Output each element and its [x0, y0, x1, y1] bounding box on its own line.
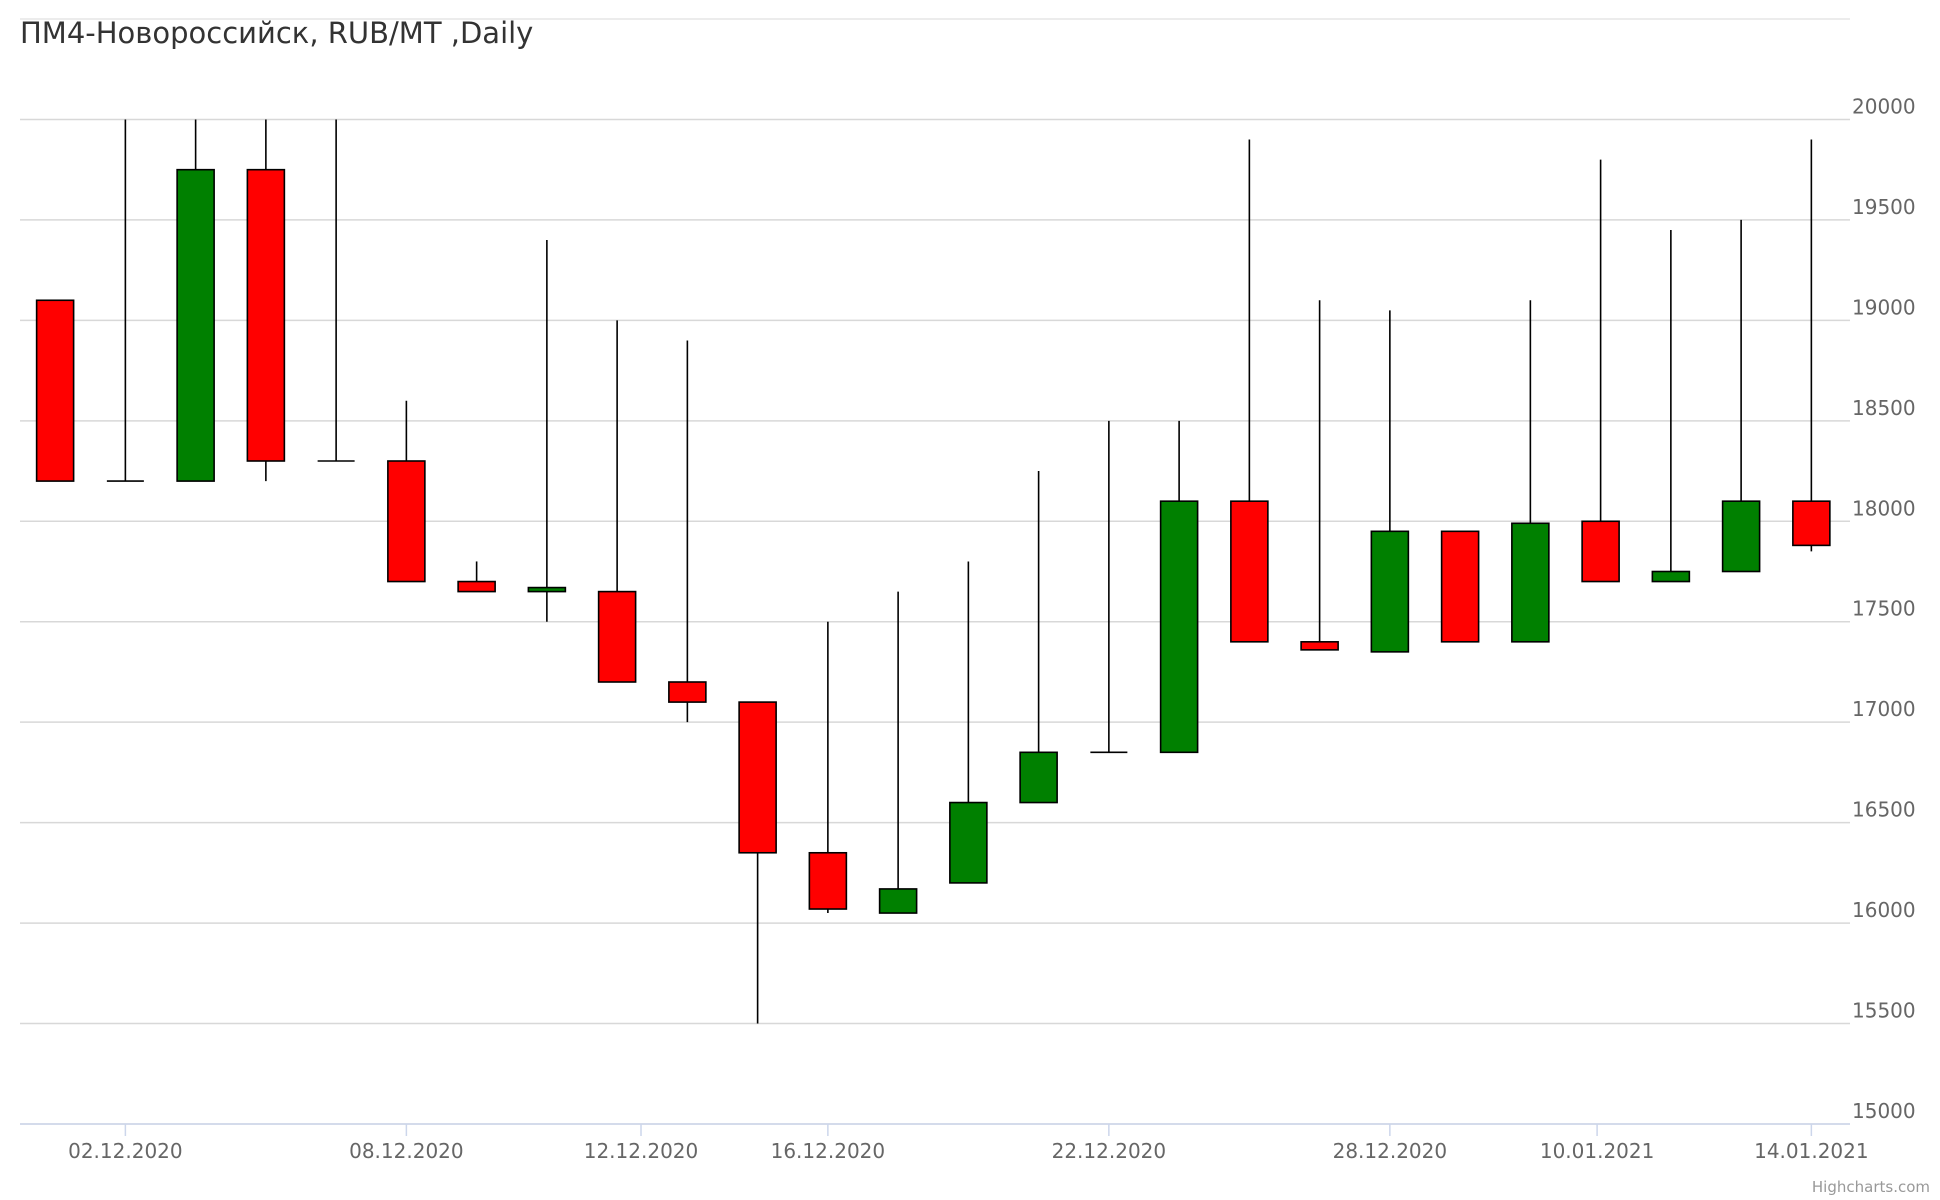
- candle-body: [387, 460, 426, 583]
- chart-title: ПМ4-Новороссийск, RUB/MT ,Daily: [20, 16, 533, 50]
- candle-body: [1792, 500, 1831, 547]
- y-tick-label: 15000: [1852, 1099, 1916, 1123]
- x-tick-label: 02.12.2020: [68, 1139, 183, 1163]
- candle-body: [35, 299, 75, 482]
- candle-body: [527, 586, 567, 593]
- candle-body: [1230, 500, 1269, 643]
- candle-body: [738, 701, 777, 854]
- y-tick-label: 20000: [1852, 94, 1916, 118]
- y-tick-label: 18000: [1852, 496, 1916, 520]
- x-tick-label: 16.12.2020: [771, 1139, 886, 1163]
- x-tick-label: 28.12.2020: [1333, 1139, 1448, 1163]
- y-tick-label: 17500: [1852, 597, 1916, 621]
- y-tick-label: 19000: [1852, 295, 1916, 319]
- candle-body: [949, 801, 988, 884]
- y-tick-label: 15500: [1852, 999, 1916, 1023]
- candle-body: [808, 851, 848, 910]
- candle-body: [1511, 522, 1550, 643]
- y-tick-label: 19500: [1852, 195, 1916, 219]
- y-tick-label: 18500: [1852, 396, 1916, 420]
- candle-body: [1651, 570, 1691, 583]
- x-tick-label: 10.01.2021: [1540, 1139, 1655, 1163]
- candle-body: [176, 168, 215, 482]
- candle-body: [457, 580, 496, 593]
- y-tick-label: 16000: [1852, 898, 1916, 922]
- candle-body: [1370, 530, 1410, 653]
- x-tick-label: 14.01.2021: [1754, 1139, 1869, 1163]
- candle-body: [597, 590, 637, 683]
- candle-body: [1159, 500, 1199, 754]
- candle-body: [246, 168, 286, 462]
- candle-body: [1440, 530, 1480, 643]
- candle-body: [1721, 500, 1761, 573]
- x-tick-label: 22.12.2020: [1052, 1139, 1167, 1163]
- candle-body: [668, 681, 707, 703]
- candle-body: [1019, 751, 1058, 804]
- y-tick-label: 16500: [1852, 798, 1916, 822]
- candle-body: [1300, 641, 1339, 651]
- y-tick-label: 17000: [1852, 697, 1916, 721]
- candle-body: [878, 888, 918, 914]
- x-tick-label: 08.12.2020: [349, 1139, 464, 1163]
- credits: Highcharts.com: [1812, 1178, 1930, 1196]
- x-tick-label: 12.12.2020: [584, 1139, 699, 1163]
- candle-body: [1581, 520, 1620, 583]
